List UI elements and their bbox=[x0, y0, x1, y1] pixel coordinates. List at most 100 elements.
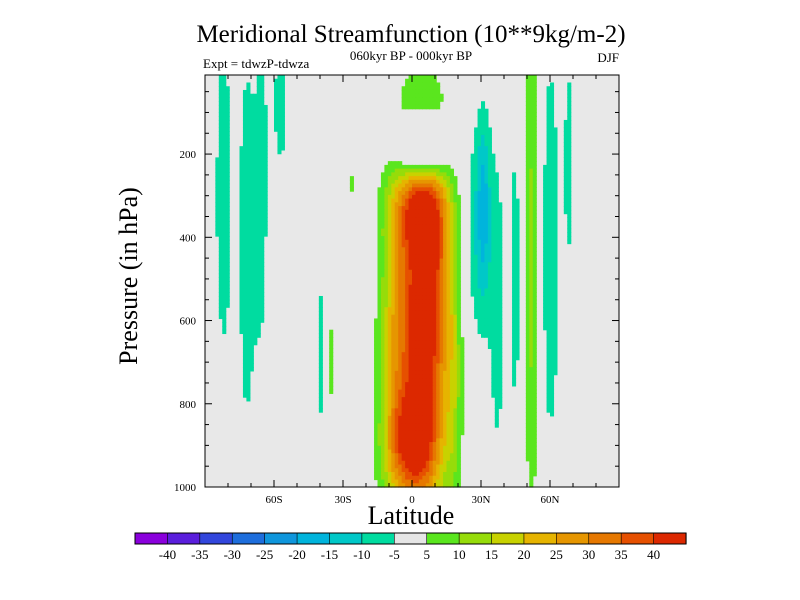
contour-cell bbox=[553, 243, 558, 248]
contour-cell bbox=[387, 363, 392, 368]
contour-cell bbox=[553, 370, 558, 376]
contour-cell bbox=[380, 344, 385, 350]
contour-cell bbox=[387, 378, 392, 383]
contour-cell bbox=[525, 400, 530, 406]
contour-cell bbox=[412, 340, 417, 346]
contour-cell bbox=[263, 123, 268, 129]
contour-cell bbox=[553, 329, 558, 335]
contour-cell bbox=[477, 112, 482, 117]
contour-cell bbox=[394, 445, 399, 451]
contour-cell bbox=[436, 325, 441, 331]
contour-cell bbox=[477, 269, 482, 275]
contour-cell bbox=[263, 153, 268, 158]
contour-cell bbox=[318, 329, 323, 335]
contour-cell bbox=[222, 247, 227, 252]
contour-cell bbox=[453, 314, 458, 320]
contour-cell bbox=[377, 348, 382, 353]
contour-cell bbox=[253, 123, 258, 129]
contour-cell bbox=[394, 318, 399, 323]
contour-cell bbox=[415, 464, 420, 469]
contour-cell bbox=[449, 449, 454, 454]
contour-cell bbox=[260, 209, 265, 215]
contour-cell bbox=[498, 217, 503, 222]
contour-cell bbox=[225, 213, 230, 218]
contour-cell bbox=[515, 206, 520, 211]
contour-cell bbox=[222, 281, 227, 286]
contour-cell bbox=[391, 434, 396, 439]
colorbar: -40 -35 -30 -25 -20 -15 -10 -5 5 10 15 20 25 30 35 40 bbox=[134, 532, 687, 562]
contour-cell bbox=[391, 179, 396, 185]
contour-cell bbox=[242, 307, 247, 312]
contour-cell bbox=[550, 307, 555, 312]
contour-cell bbox=[415, 183, 420, 188]
contour-cell bbox=[481, 194, 486, 200]
contour-cell bbox=[443, 434, 448, 439]
contour-cell bbox=[242, 374, 247, 379]
contour-cell bbox=[415, 340, 420, 346]
contour-cell bbox=[439, 408, 444, 413]
contour-cell bbox=[460, 423, 465, 428]
contour-cell bbox=[484, 168, 489, 173]
contour-cell bbox=[546, 191, 551, 196]
contour-cell bbox=[494, 221, 499, 226]
contour-cell bbox=[491, 292, 496, 297]
contour-cell bbox=[563, 146, 568, 151]
contour-cell bbox=[218, 251, 223, 256]
contour-cell bbox=[481, 202, 486, 207]
contour-cell bbox=[567, 168, 572, 173]
contour-cell bbox=[398, 284, 403, 290]
contour-cell bbox=[408, 232, 413, 237]
contour-cell bbox=[529, 475, 534, 481]
contour-cell bbox=[377, 389, 382, 394]
contour-cell bbox=[246, 292, 251, 297]
contour-cell bbox=[253, 221, 258, 226]
contour-cell bbox=[249, 131, 254, 136]
contour-cell bbox=[377, 322, 382, 327]
contour-cell bbox=[318, 348, 323, 353]
contour-cell bbox=[484, 277, 489, 282]
contour-cell bbox=[415, 262, 420, 267]
contour-cell bbox=[481, 239, 486, 245]
contour-cell bbox=[529, 134, 534, 140]
contour-cell bbox=[387, 288, 392, 293]
contour-cell bbox=[481, 299, 486, 305]
contour-cell bbox=[249, 127, 254, 132]
colorbar-label: -15 bbox=[321, 547, 338, 562]
contour-cell bbox=[432, 213, 437, 218]
contour-cell bbox=[280, 138, 285, 144]
contour-cell bbox=[429, 194, 434, 200]
contour-cell bbox=[498, 382, 503, 387]
contour-cell bbox=[456, 333, 461, 338]
contour-cell bbox=[380, 213, 385, 218]
contour-cell bbox=[242, 236, 247, 241]
contour-cell bbox=[546, 382, 551, 387]
contour-cell bbox=[494, 243, 499, 248]
contour-cell bbox=[398, 475, 403, 481]
contour-cell bbox=[349, 176, 354, 181]
contour-cell bbox=[246, 142, 251, 147]
contour-cell bbox=[249, 157, 254, 162]
contour-cell bbox=[525, 89, 530, 95]
contour-cell bbox=[481, 161, 486, 166]
contour-cell bbox=[425, 168, 430, 173]
contour-cell bbox=[422, 93, 427, 99]
contour-cell bbox=[239, 202, 244, 207]
x-tick-label: 30N bbox=[472, 494, 491, 506]
contour-cell bbox=[525, 116, 530, 121]
contour-cell bbox=[543, 292, 548, 297]
contour-cell bbox=[474, 288, 479, 293]
contour-cell bbox=[422, 408, 427, 413]
contour-cell bbox=[525, 423, 530, 428]
contour-cell bbox=[391, 427, 396, 432]
contour-cell bbox=[401, 198, 406, 203]
contour-cell bbox=[242, 254, 247, 260]
contour-cell bbox=[263, 172, 268, 177]
contour-cell bbox=[443, 236, 448, 241]
contour-cell bbox=[491, 352, 496, 357]
contour-cell bbox=[553, 277, 558, 282]
contour-cell bbox=[391, 254, 396, 260]
contour-cell bbox=[425, 209, 430, 215]
contour-cell bbox=[456, 374, 461, 379]
contour-cell bbox=[498, 243, 503, 248]
contour-cell bbox=[391, 292, 396, 297]
